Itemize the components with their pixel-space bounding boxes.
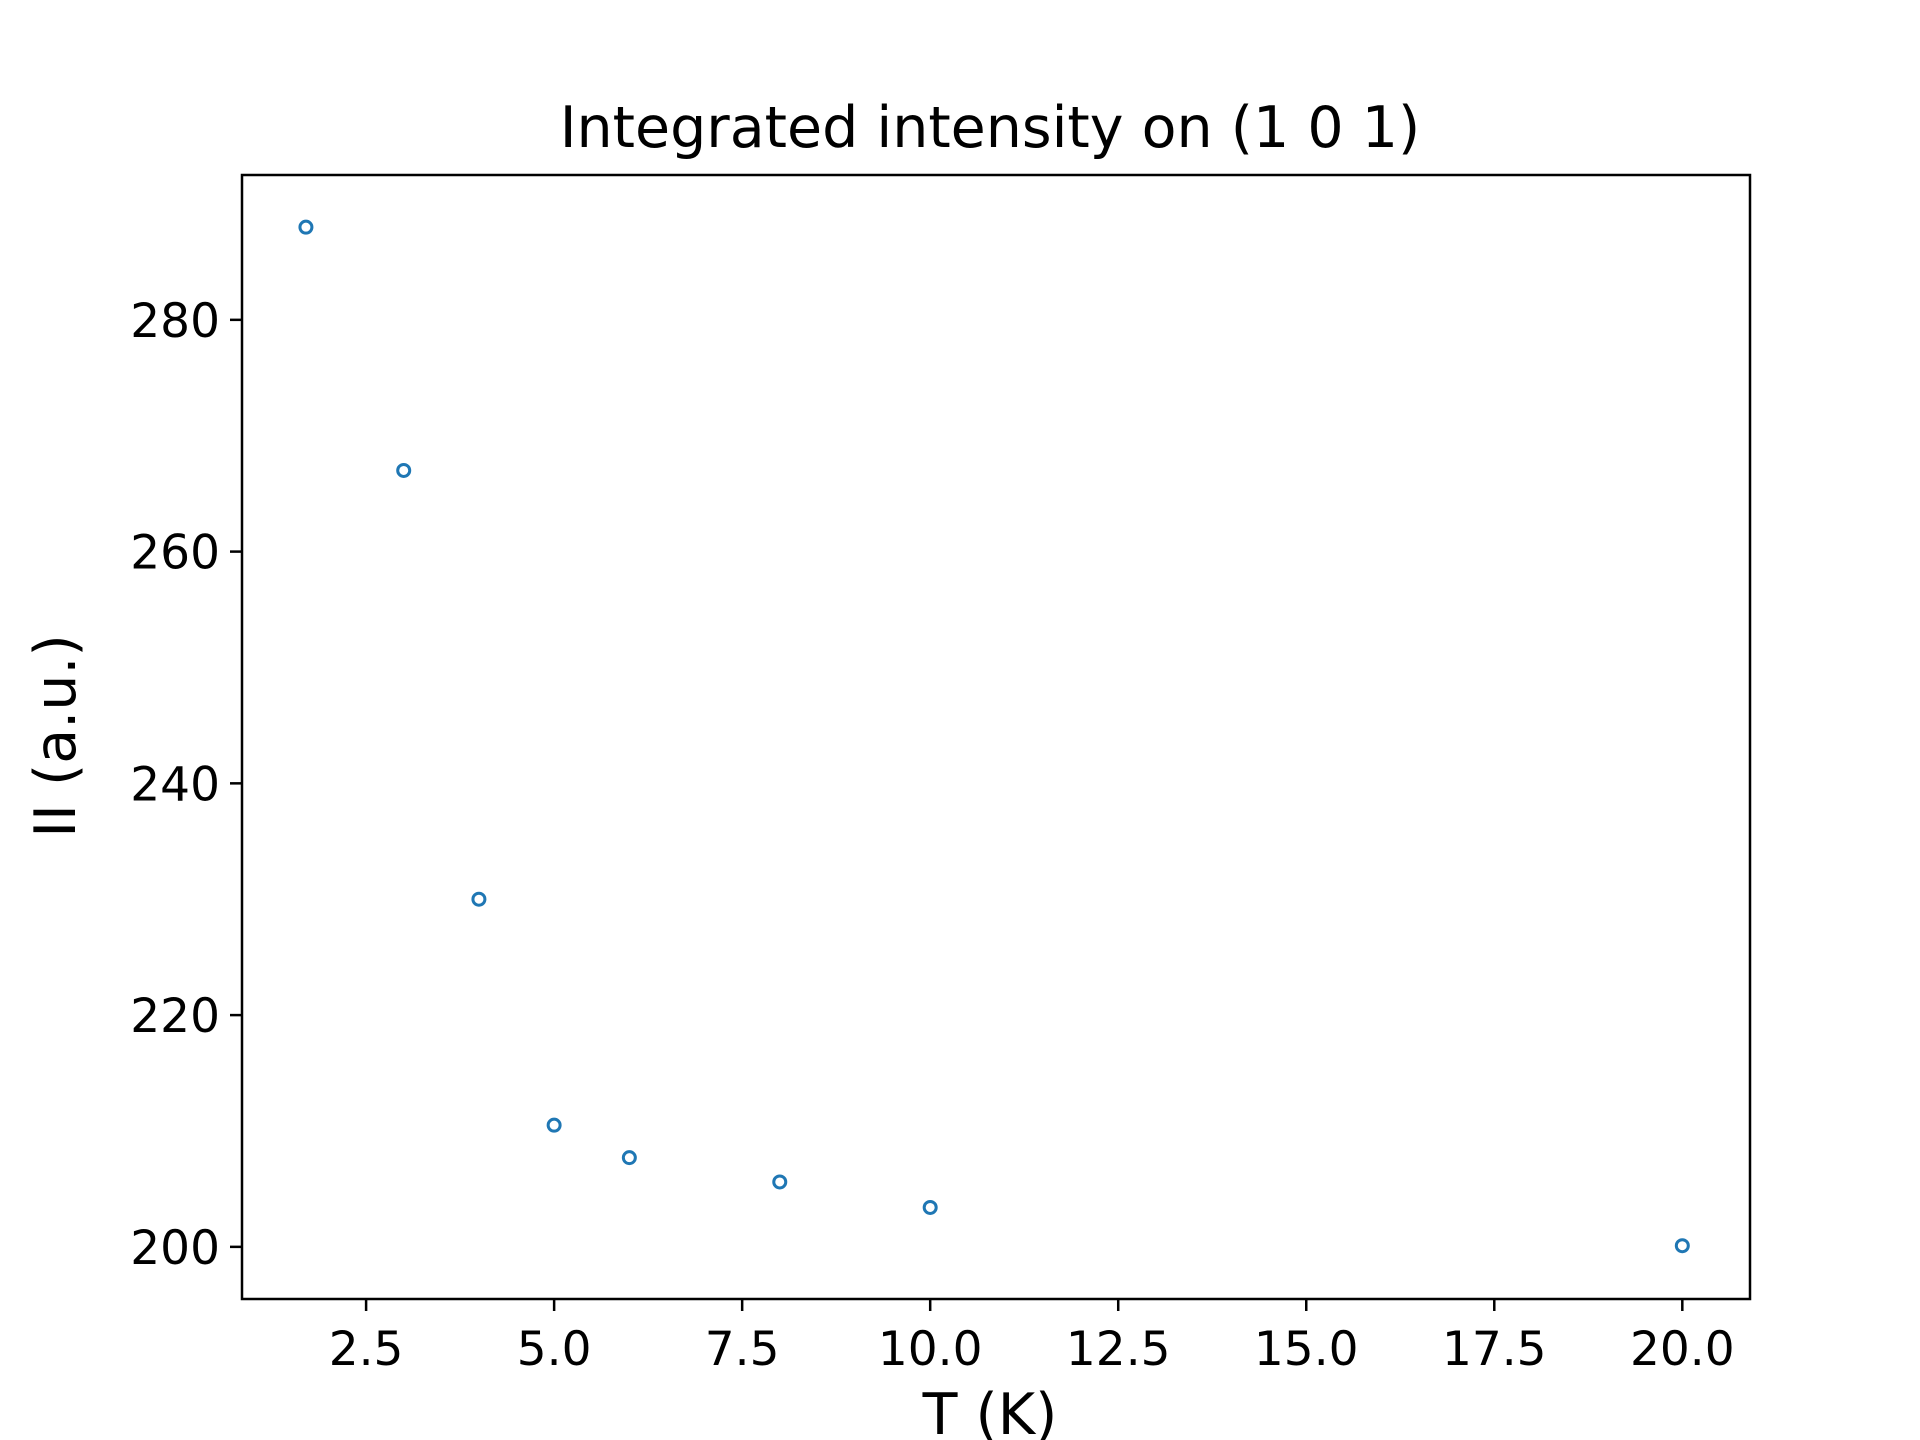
x-tick-label: 10.0	[878, 1322, 983, 1377]
plot-points	[298, 219, 1690, 1254]
x-tick-label: 5.0	[517, 1322, 592, 1377]
x-tick-label: 15.0	[1254, 1322, 1359, 1377]
y-tick-label: 200	[130, 1221, 220, 1276]
data-point	[922, 1199, 938, 1215]
data-point	[471, 891, 487, 907]
chart-title: Integrated intensity on (1 0 1)	[560, 95, 1420, 161]
data-point	[546, 1117, 562, 1133]
x-tick-label: 17.5	[1442, 1322, 1547, 1377]
x-axis: 2.5 5.0 7.5 10.0 12.5 15.0 17.5 20.0	[329, 1299, 1735, 1377]
y-tick-label: 220	[130, 989, 220, 1044]
data-point	[1674, 1238, 1690, 1254]
data-point	[298, 219, 314, 235]
y-tick-label: 260	[130, 526, 220, 581]
data-point	[772, 1174, 788, 1190]
data-point	[396, 462, 412, 478]
x-tick-label: 7.5	[705, 1322, 780, 1377]
y-axis: 200 220 240 260 280	[130, 294, 242, 1276]
y-axis-label: II (a.u.)	[23, 634, 89, 838]
y-tick-label: 240	[130, 757, 220, 812]
data-point	[621, 1150, 637, 1166]
x-axis-label: T (K)	[922, 1382, 1058, 1440]
plot-frame	[240, 173, 1752, 1301]
x-tick-label: 12.5	[1066, 1322, 1171, 1377]
x-tick-label: 20.0	[1630, 1322, 1735, 1377]
x-tick-label: 2.5	[329, 1322, 404, 1377]
y-tick-label: 280	[130, 294, 220, 349]
